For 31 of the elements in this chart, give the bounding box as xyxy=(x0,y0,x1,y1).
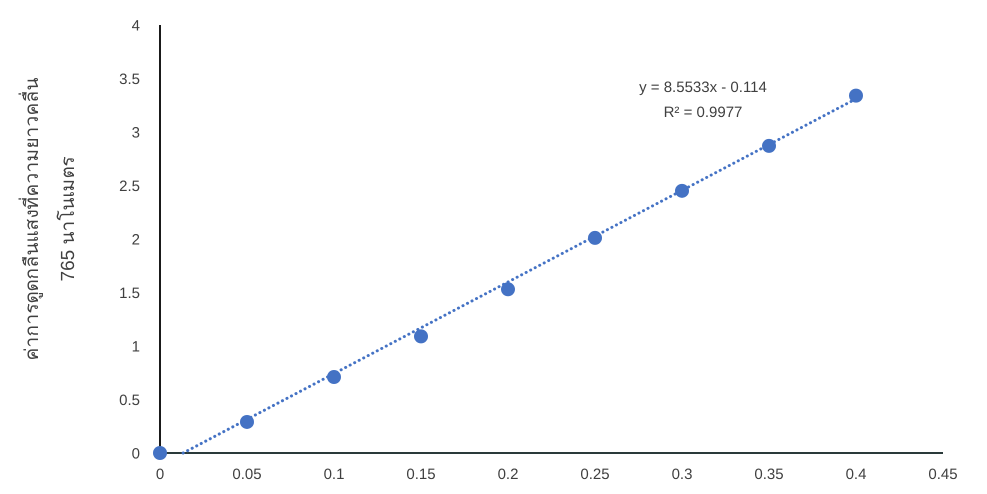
x-tick-label: 0 xyxy=(156,466,164,483)
y-tick-label: 1.5 xyxy=(119,284,140,302)
x-tick-label: 0.45 xyxy=(928,466,958,483)
y-tick-label: 0 xyxy=(132,445,140,462)
point xyxy=(501,282,515,296)
y-tick-label: 0.5 xyxy=(119,392,140,409)
point xyxy=(762,138,776,153)
point xyxy=(327,370,341,384)
point xyxy=(588,230,602,245)
x-tick-label: 0.3 xyxy=(672,466,692,483)
y-tick-label: 1 xyxy=(132,338,140,356)
point xyxy=(849,88,863,103)
annotation: y = 8.5533x - 0.114 xyxy=(639,79,767,96)
x-tick-label: 0.2 xyxy=(498,466,518,483)
x-tick-label: 0.15 xyxy=(406,466,436,483)
x-tick-label: 0.4 xyxy=(846,466,866,483)
x-tick-label: 0.25 xyxy=(580,466,610,483)
y-axis-title: ค่าการดูดกลืนแสงที่ความยาวคลื่น 765 นาโนเมตร xyxy=(18,78,79,360)
y-tick-label: 4 xyxy=(132,17,140,34)
x-tick-label: 0.35 xyxy=(754,466,784,483)
y-tick-label: 2 xyxy=(132,231,140,248)
point xyxy=(675,184,689,198)
point xyxy=(414,329,428,344)
y-tick-label: 3.5 xyxy=(119,70,140,88)
point xyxy=(240,414,254,429)
x-tick-label: 0.1 xyxy=(324,466,344,483)
point xyxy=(153,446,167,460)
x-tick-label: 0.05 xyxy=(232,466,262,483)
annotation: R² = 0.9977 xyxy=(664,104,742,121)
y-tick-label: 3 xyxy=(132,124,140,142)
y-tick-label: 2.5 xyxy=(119,178,140,195)
